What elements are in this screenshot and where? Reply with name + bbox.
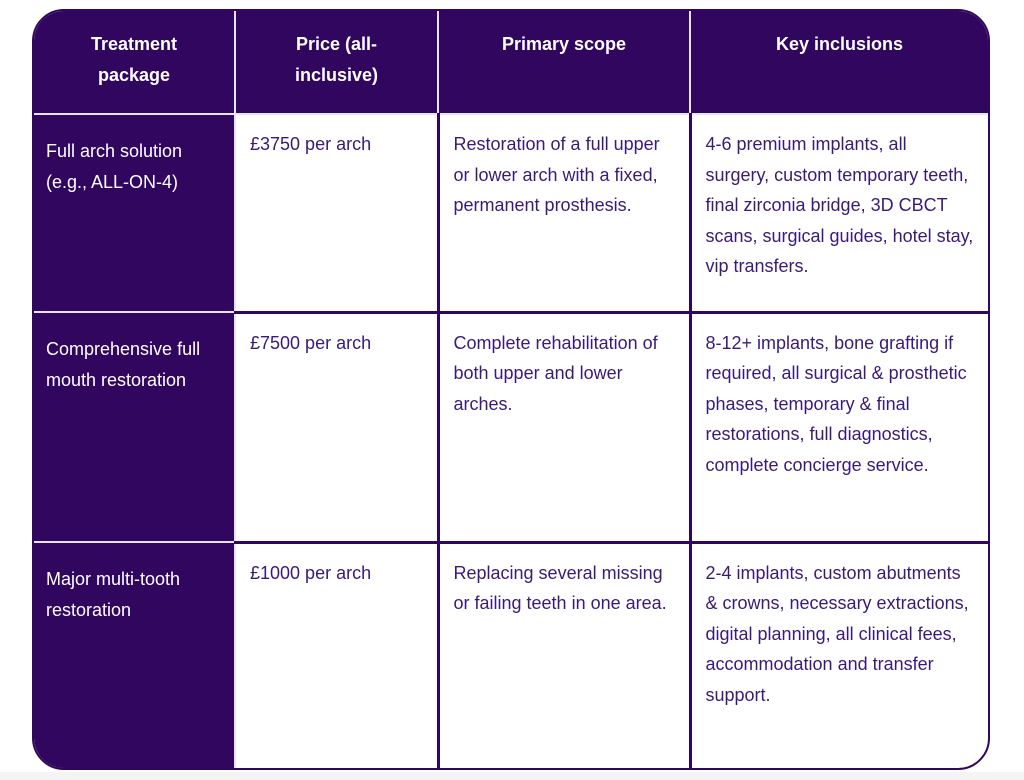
header-row: Treatment package Price (all-inclusive) … xyxy=(34,11,988,115)
inclusions: 8-12+ implants, bone grafting if require… xyxy=(690,312,988,544)
scope: Restoration of a full upper or lower arc… xyxy=(438,114,692,314)
package-name: Comprehensive full mouth restoration xyxy=(34,312,236,543)
header-treatment-package: Treatment package xyxy=(34,11,236,115)
inclusions: 2-4 implants, custom abutments & crowns,… xyxy=(705,562,969,705)
inclusions: 4-6 premium implants, all surgery, custo… xyxy=(690,114,988,314)
table-row: Full arch solution (e.g., ALL-ON-4) £375… xyxy=(34,114,988,314)
scope: Complete rehabilitation of both upper an… xyxy=(438,312,692,544)
header-price: Price (all-inclusive) xyxy=(235,11,439,115)
package-name: Major multi-tooth restoration xyxy=(34,542,236,768)
pricing-table: Treatment package Price (all-inclusive) … xyxy=(34,11,988,768)
price: £3750 per arch xyxy=(235,114,440,314)
pricing-table-container: Treatment package Price (all-inclusive) … xyxy=(32,9,990,770)
price: £1000 per arch xyxy=(235,542,440,768)
scope: Replacing several missing or failing tee… xyxy=(438,542,692,768)
table-row: Major multi-tooth restoration £1000 per … xyxy=(34,542,988,768)
table-row: Comprehensive full mouth restoration £75… xyxy=(34,312,988,544)
package-name: Full arch solution (e.g., ALL-ON-4) xyxy=(34,114,236,313)
header-primary-scope: Primary scope xyxy=(438,11,691,115)
header-key-inclusions: Key inclusions xyxy=(690,11,988,115)
page-bottom-strip xyxy=(0,772,1024,780)
price: £7500 per arch xyxy=(235,312,440,544)
